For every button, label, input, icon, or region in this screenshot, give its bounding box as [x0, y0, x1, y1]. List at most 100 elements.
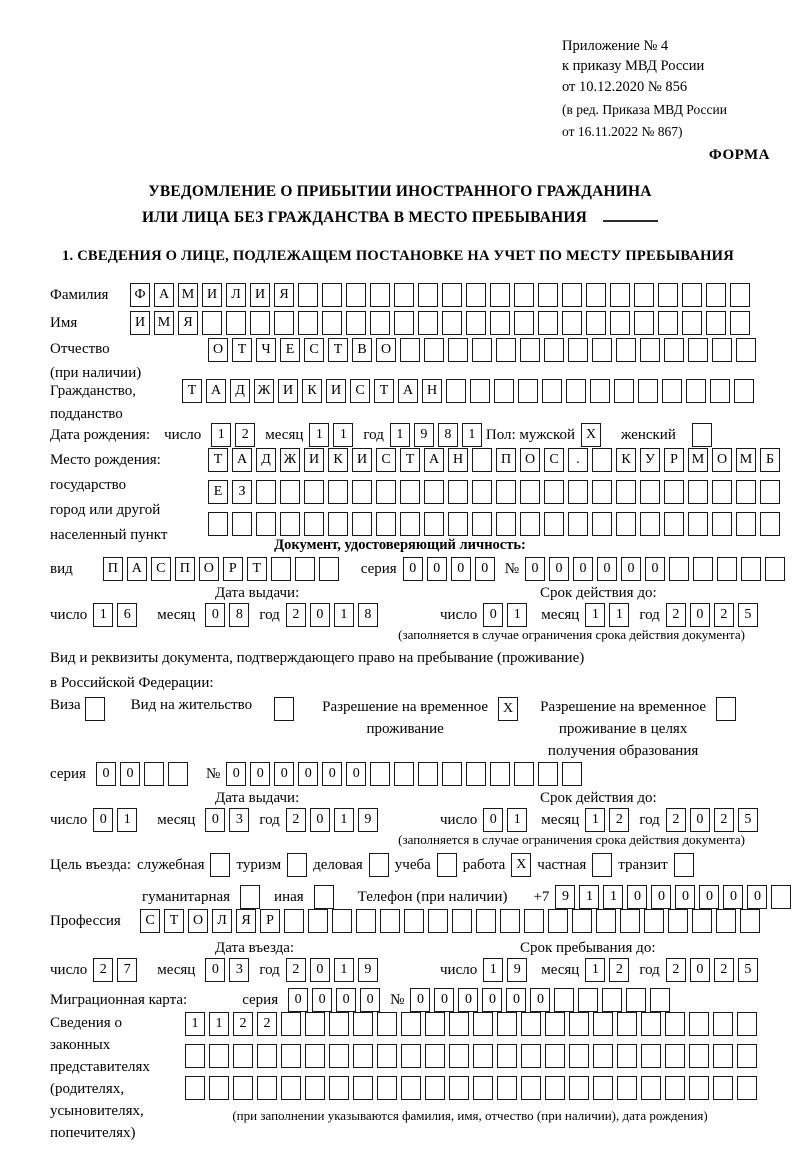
- char-box[interactable]: 1: [585, 808, 606, 832]
- char-box[interactable]: 0: [474, 557, 495, 581]
- char-box[interactable]: [442, 762, 463, 786]
- char-box[interactable]: П: [496, 448, 516, 472]
- char-box[interactable]: Е: [280, 338, 300, 362]
- checkbox-other[interactable]: [313, 885, 334, 909]
- char-box[interactable]: 2: [285, 958, 306, 982]
- char-box[interactable]: [521, 1076, 541, 1100]
- char-box[interactable]: Р: [260, 909, 280, 933]
- checkbox-residence-permit[interactable]: [274, 697, 295, 721]
- char-box[interactable]: [602, 988, 623, 1012]
- char-box[interactable]: [473, 1044, 493, 1068]
- char-box[interactable]: [452, 909, 472, 933]
- char-box[interactable]: О: [198, 557, 219, 581]
- char-box[interactable]: 0: [95, 762, 116, 786]
- char-box[interactable]: [418, 762, 439, 786]
- char-box[interactable]: [689, 1044, 709, 1068]
- char-box[interactable]: [473, 1076, 493, 1100]
- char-box[interactable]: [569, 1012, 589, 1036]
- char-box[interactable]: [569, 1044, 589, 1068]
- char-box[interactable]: [717, 557, 737, 581]
- char-box[interactable]: К: [328, 448, 348, 472]
- char-box[interactable]: [442, 311, 462, 335]
- char-box[interactable]: [394, 311, 414, 335]
- char-box[interactable]: [202, 311, 222, 335]
- char-box[interactable]: [473, 1012, 493, 1036]
- char-box[interactable]: 6: [117, 603, 138, 627]
- char-box[interactable]: [322, 311, 342, 335]
- char-box[interactable]: [616, 338, 636, 362]
- char-box[interactable]: 1: [507, 603, 528, 627]
- char-box[interactable]: 0: [288, 988, 309, 1012]
- char-box[interactable]: [641, 1012, 661, 1036]
- char-box[interactable]: [377, 1076, 397, 1100]
- char-box[interactable]: 2: [235, 423, 256, 447]
- char-box[interactable]: 1: [389, 423, 410, 447]
- char-box[interactable]: [593, 1044, 613, 1068]
- char-box[interactable]: [712, 480, 732, 504]
- char-box[interactable]: [689, 1012, 709, 1036]
- char-box[interactable]: [737, 1044, 757, 1068]
- char-box[interactable]: [377, 1044, 397, 1068]
- char-box[interactable]: [562, 311, 582, 335]
- char-box[interactable]: 0: [309, 808, 330, 832]
- char-box[interactable]: [490, 283, 510, 307]
- char-box[interactable]: [370, 762, 391, 786]
- char-box[interactable]: [329, 1012, 349, 1036]
- char-box[interactable]: 0: [573, 557, 593, 581]
- char-box[interactable]: С: [376, 448, 396, 472]
- char-box[interactable]: Я: [178, 311, 198, 335]
- char-box[interactable]: 0: [549, 557, 569, 581]
- char-box[interactable]: И: [304, 448, 324, 472]
- char-box[interactable]: [448, 512, 468, 536]
- char-box[interactable]: Я: [236, 909, 256, 933]
- char-box[interactable]: [520, 338, 540, 362]
- char-box[interactable]: [370, 311, 390, 335]
- checkbox-study[interactable]: [436, 853, 457, 877]
- char-box[interactable]: 2: [609, 958, 630, 982]
- char-box[interactable]: 2: [257, 1012, 277, 1036]
- char-box[interactable]: [524, 909, 544, 933]
- char-box[interactable]: [305, 1044, 325, 1068]
- char-box[interactable]: 2: [665, 808, 686, 832]
- char-box[interactable]: [713, 1012, 733, 1036]
- char-box[interactable]: [143, 762, 164, 786]
- char-box[interactable]: [544, 338, 564, 362]
- char-box[interactable]: [544, 480, 564, 504]
- char-box[interactable]: [740, 909, 760, 933]
- char-box[interactable]: [545, 1012, 565, 1036]
- char-box[interactable]: 0: [483, 808, 504, 832]
- char-box[interactable]: [586, 283, 606, 307]
- char-box[interactable]: О: [208, 338, 228, 362]
- char-box[interactable]: [712, 338, 732, 362]
- char-box[interactable]: [641, 1044, 661, 1068]
- char-box[interactable]: А: [154, 283, 174, 307]
- char-box[interactable]: [521, 1044, 541, 1068]
- char-box[interactable]: [662, 379, 682, 403]
- char-box[interactable]: [521, 1012, 541, 1036]
- char-box[interactable]: 1: [117, 808, 138, 832]
- checkbox-humanitarian[interactable]: [240, 885, 261, 909]
- char-box[interactable]: [209, 1076, 229, 1100]
- char-box[interactable]: [400, 512, 420, 536]
- char-box[interactable]: Т: [232, 338, 252, 362]
- char-box[interactable]: [185, 1044, 205, 1068]
- char-box[interactable]: [446, 379, 466, 403]
- char-box[interactable]: [760, 480, 780, 504]
- char-box[interactable]: [167, 762, 188, 786]
- char-box[interactable]: 0: [346, 762, 367, 786]
- char-box[interactable]: [686, 379, 706, 403]
- char-box[interactable]: [232, 512, 252, 536]
- char-box[interactable]: [401, 1076, 421, 1100]
- char-box[interactable]: [737, 1076, 757, 1100]
- char-box[interactable]: [514, 311, 534, 335]
- char-box[interactable]: [688, 512, 708, 536]
- char-box[interactable]: [592, 338, 612, 362]
- char-box[interactable]: Ч: [256, 338, 276, 362]
- char-box[interactable]: [328, 480, 348, 504]
- checkbox-transit[interactable]: [673, 853, 694, 877]
- char-box[interactable]: 0: [205, 603, 226, 627]
- char-box[interactable]: [380, 909, 400, 933]
- char-box[interactable]: [329, 1044, 349, 1068]
- char-box[interactable]: [394, 283, 414, 307]
- char-box[interactable]: [400, 338, 420, 362]
